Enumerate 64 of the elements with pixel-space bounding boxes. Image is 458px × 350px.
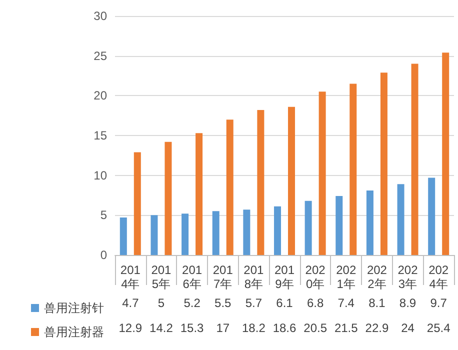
data-label: 15.3 [180, 321, 204, 335]
data-label: 9.7 [430, 296, 448, 310]
bar [350, 84, 357, 255]
y-tick-label: 10 [94, 168, 108, 182]
bar [212, 211, 220, 255]
bar [164, 142, 172, 255]
y-tick-label: 30 [94, 9, 108, 23]
bar [274, 206, 281, 255]
data-label: 12.9 [118, 321, 142, 335]
data-label: 5 [158, 296, 165, 310]
bar [134, 152, 141, 255]
bar [428, 178, 436, 255]
data-label: 24 [401, 321, 415, 335]
bar [411, 64, 418, 255]
y-tick-label: 5 [100, 208, 108, 222]
data-label: 5.5 [214, 296, 232, 310]
x-tick-label: 2018年 [244, 263, 264, 291]
y-tick-label: 0 [100, 248, 108, 262]
y-tick-label: 15 [94, 128, 108, 142]
x-tick-label: 2021年 [336, 263, 356, 291]
x-tick-label: 2022年 [366, 263, 388, 291]
bar [336, 196, 343, 255]
data-label: 6.1 [276, 296, 294, 310]
x-tick-label: 2015年 [151, 263, 172, 291]
data-label: 5.2 [184, 296, 201, 310]
bar [120, 218, 127, 255]
y-tick-label: 20 [94, 88, 108, 103]
x-tick-label: 2023年 [398, 263, 418, 291]
bar [380, 72, 388, 255]
data-label: 4.7 [122, 296, 140, 310]
data-label: 20.5 [304, 321, 328, 335]
x-tick-label: 2017年 [212, 263, 234, 291]
legend-label: 兽用注射针 [44, 301, 104, 315]
data-label: 5.7 [245, 296, 262, 310]
data-label: 8.1 [368, 296, 386, 310]
x-tick-label: 2024年 [428, 263, 449, 291]
bar [304, 200, 312, 255]
x-tick-label: 2020年 [305, 263, 326, 291]
data-label: 22.9 [365, 321, 389, 335]
data-label: 7.4 [338, 296, 355, 310]
bar [257, 110, 264, 255]
bar [243, 210, 250, 255]
data-label: 8.9 [399, 296, 416, 310]
data-label: 18.6 [272, 321, 296, 335]
data-label: 25.4 [426, 321, 451, 335]
bar [442, 52, 450, 255]
bar [196, 133, 203, 255]
bar [226, 120, 234, 255]
x-tick-label: 2019年 [274, 263, 295, 291]
bar [397, 184, 404, 255]
bar [366, 190, 374, 255]
x-tick-label: 2014年 [120, 263, 141, 291]
bar [318, 92, 326, 255]
data-label: 6.8 [306, 296, 324, 310]
data-label: 21.5 [334, 321, 358, 335]
bar [150, 215, 158, 255]
bar [182, 214, 189, 255]
y-tick-label: 25 [94, 48, 108, 63]
legend-label: 兽用注射器 [44, 325, 104, 339]
data-label: 14.2 [150, 321, 174, 335]
bar [288, 106, 295, 255]
data-label: 17 [216, 321, 230, 335]
data-label: 18.2 [242, 321, 266, 335]
x-tick-label: 2016年 [182, 263, 202, 291]
